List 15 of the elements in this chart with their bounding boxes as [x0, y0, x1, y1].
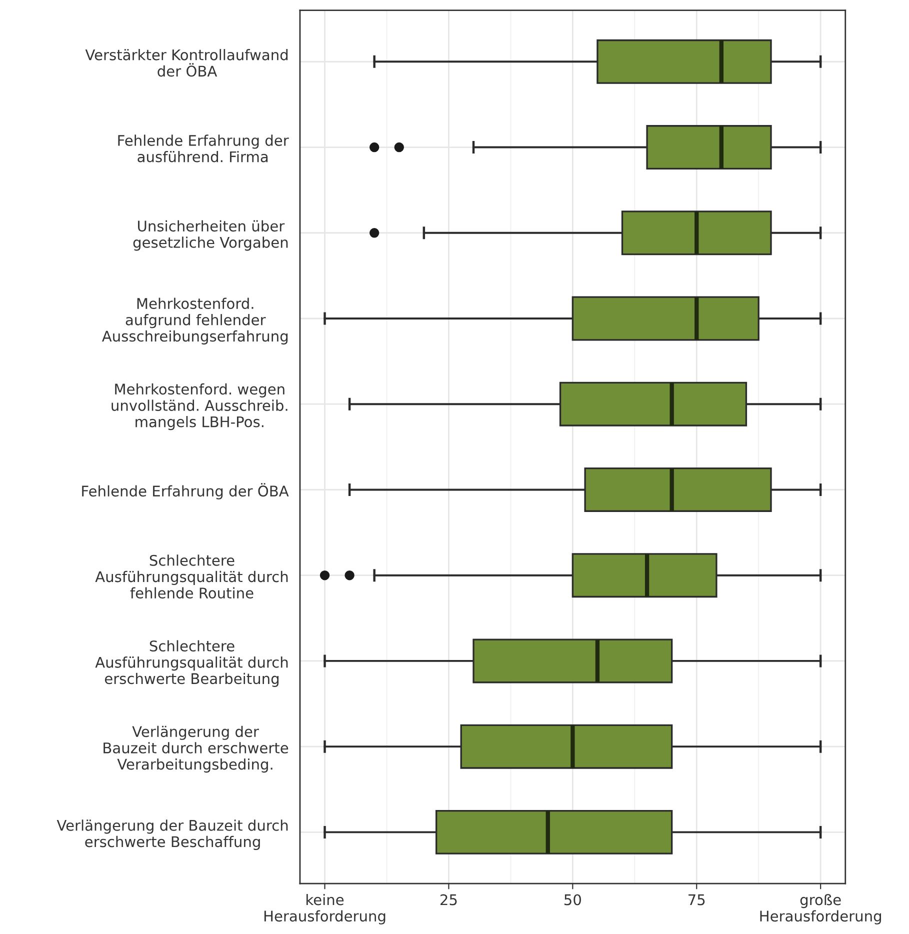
y-tick-label: Verstärkter Kontrollaufwand der ÖBA [85, 49, 288, 77]
y-tick-label: Fehlende Erfahrung der ausführend. Firma [118, 134, 289, 162]
x-tick-label: keine Herausforderung [264, 894, 386, 924]
y-tick-label: Mehrkostenford. aufgrund fehlender Ausschreibungserfahrung [102, 298, 288, 345]
y-tick-label: Mehrkostenford. wegen unvollständ. Ausschreib. mangels LBH-Pos. [112, 383, 288, 430]
y-tick-label: Unsicherheiten über gesetzliche Vorgaben [133, 220, 288, 251]
y-tick-label: Fehlende Erfahrung der ÖBA [82, 483, 289, 500]
x-tick-label: 75 [688, 894, 705, 906]
x-tick-label: 50 [564, 894, 581, 906]
y-tick-label: Schlechtere Ausführungsqualität durch fehlende Routine [95, 554, 288, 599]
x-tick-label: 25 [440, 894, 457, 906]
x-tick-label: große Herausforderung [760, 894, 881, 924]
y-tick-label: Schlechtere Ausführungsqualität durch erschwerte Bearbeitung [95, 640, 288, 687]
y-tick-label: Verlängerung der Bauzeit durch erschwerte Beschaffung [56, 820, 288, 850]
y-tick-label: Verlängerung der Bauzeit durch erschwerte Verarbeitungsbeding. [104, 726, 288, 773]
